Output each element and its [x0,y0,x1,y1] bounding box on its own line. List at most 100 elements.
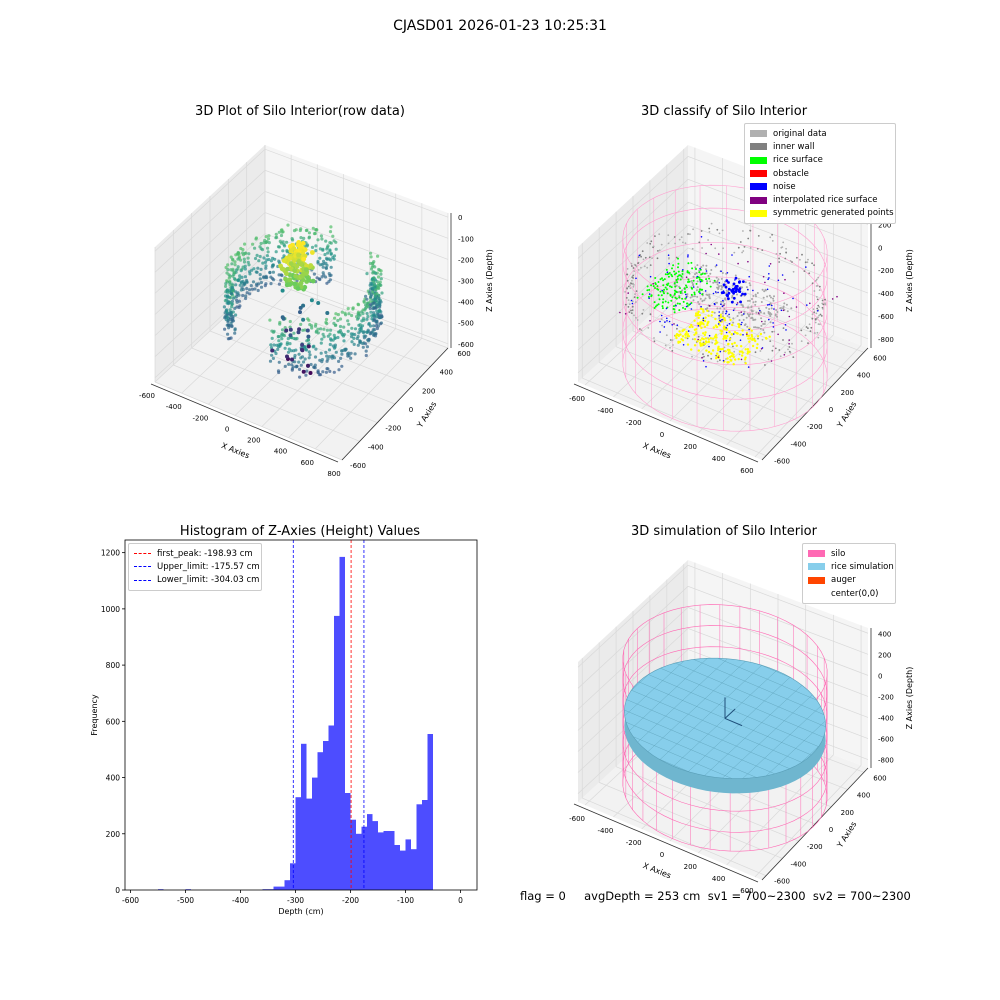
wall-point [813,290,816,292]
data-point [369,293,374,297]
data-point [325,281,329,285]
data-point [305,328,310,333]
histogram-bar [361,826,367,890]
wall-point [671,350,674,352]
data-point [228,283,232,287]
data-point [380,291,384,295]
data-point [338,317,343,321]
data-point [230,262,234,266]
wall-point [820,315,823,317]
x-tick-label: 200 [247,437,260,445]
original-point [719,307,722,310]
original-point [765,306,768,309]
data-point [292,331,296,335]
data-point [227,273,231,277]
data-point [240,275,244,279]
wall-point [627,306,630,308]
data-point [287,255,293,261]
wall-point [804,334,807,337]
wall-point [749,247,752,249]
data-point [377,309,381,313]
interpolated-point [627,292,629,294]
wall-point [715,354,717,357]
noise-point [728,313,730,316]
data-point [364,294,368,298]
noise-point [722,283,726,287]
original-point [697,301,700,303]
data-point [248,288,252,292]
noise-point [725,279,729,283]
plot2-title: 3D classify of Silo Interior [640,104,808,119]
noise-point [773,308,775,310]
interpolated-point [783,354,786,356]
data-point [331,234,335,238]
original-point [716,283,719,286]
plot2-legend: original data inner wall rice surface ob… [744,123,896,225]
data-point [324,261,328,265]
symmetric-point [697,349,700,352]
rice-point [697,276,700,279]
wall-point [778,261,781,263]
symmetric-point [764,336,768,340]
wall-point [714,247,717,250]
noise-point [736,303,738,306]
data-point [374,303,378,307]
original-point [714,265,717,268]
x-tick-label: 200 [684,443,697,451]
original-point [745,286,748,289]
wall-point [669,346,671,349]
z-tick-label: -600 [878,736,894,744]
noise-point [742,280,745,283]
data-point [369,255,373,259]
symmetric-point [755,346,759,350]
histogram-bar [334,615,340,890]
original-point [720,288,723,291]
noise-point [648,297,650,300]
data-point [288,327,293,332]
data-point [370,290,374,294]
z-tick-label: -500 [458,320,474,328]
y-grid-line [632,330,816,405]
x-tick-label: 400 [712,455,725,463]
histogram-bar [279,886,285,890]
symmetric-point [720,332,723,335]
symmetric-point [706,309,709,312]
rice-point [678,274,681,277]
symmetric-point [698,314,702,317]
data-point [283,244,287,248]
original-point [762,329,765,331]
data-point [372,314,376,318]
interpolated-point [788,339,790,341]
y-grid-line [683,283,865,353]
rice-point [700,273,703,276]
data-point [358,329,362,333]
original-point [695,272,698,274]
rice-point [665,283,668,286]
original-point [740,303,743,306]
wall-point [788,346,791,348]
rice-point [653,301,656,304]
x-tick-label: 800 [327,470,340,478]
symmetric-point [690,323,693,327]
interpolated-point [761,320,763,323]
symmetric-point [714,317,717,321]
data-point [366,301,370,305]
wall-point [624,303,627,306]
interpolated-point [769,263,772,265]
data-point [292,268,297,274]
wall-point [682,241,684,244]
original-point [755,311,758,314]
noise-point [772,326,775,328]
original-point [756,326,759,329]
data-point [352,342,356,346]
z-grid-line [154,191,449,294]
original-point [698,303,701,306]
wall-point [812,308,815,311]
noise-point [720,270,722,273]
rice-point [703,272,706,275]
noise-point [659,320,661,323]
data-point [243,242,247,246]
original-point [726,315,729,317]
data-point [279,266,285,272]
original-point [689,296,692,299]
